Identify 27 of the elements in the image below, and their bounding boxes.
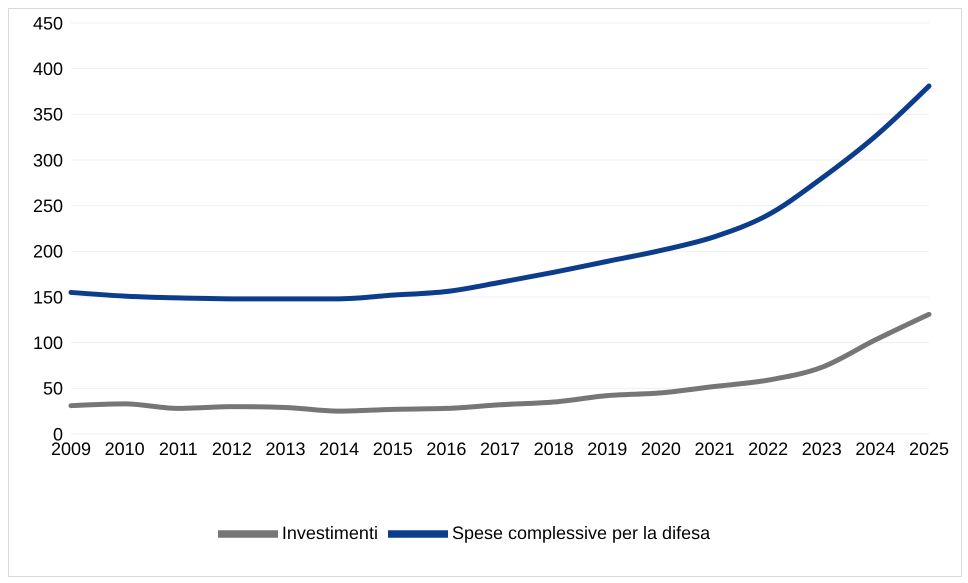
y-tick-label: 200 bbox=[32, 242, 63, 262]
y-tick-label: 50 bbox=[42, 378, 63, 399]
x-tick-label: 2019 bbox=[587, 438, 628, 459]
x-tick-label: 2016 bbox=[426, 438, 466, 459]
y-tick-label: 250 bbox=[32, 196, 63, 216]
x-tick-label: 2025 bbox=[908, 438, 950, 459]
y-tick-label: 100 bbox=[32, 333, 63, 354]
legend-label: Spese complessive per la difesa bbox=[452, 522, 710, 543]
x-tick-label: 2015 bbox=[372, 438, 413, 459]
y-tick-label: 300 bbox=[32, 150, 63, 170]
x-tick-label: 2012 bbox=[212, 438, 252, 459]
y-tick-label: 450 bbox=[32, 13, 63, 34]
legend-label: Investimenti bbox=[282, 522, 378, 543]
x-tick-label: 2013 bbox=[265, 438, 306, 459]
x-tick-label: 2018 bbox=[534, 438, 574, 459]
y-tick-label: 150 bbox=[32, 287, 63, 308]
x-tick-label: 2021 bbox=[694, 438, 735, 459]
x-tick-label: 2011 bbox=[158, 438, 198, 459]
y-tick-label: 400 bbox=[32, 59, 63, 80]
x-tick-label: 2014 bbox=[319, 438, 360, 459]
x-tick-label: 2023 bbox=[802, 438, 842, 459]
y-tick-label: 350 bbox=[32, 104, 63, 125]
x-tick-label: 2017 bbox=[480, 438, 520, 459]
x-tick-label: 2024 bbox=[855, 438, 896, 459]
x-tick-label: 2010 bbox=[104, 438, 145, 459]
x-tick-label: 2022 bbox=[748, 438, 788, 459]
x-tick-label: 2020 bbox=[640, 438, 681, 459]
